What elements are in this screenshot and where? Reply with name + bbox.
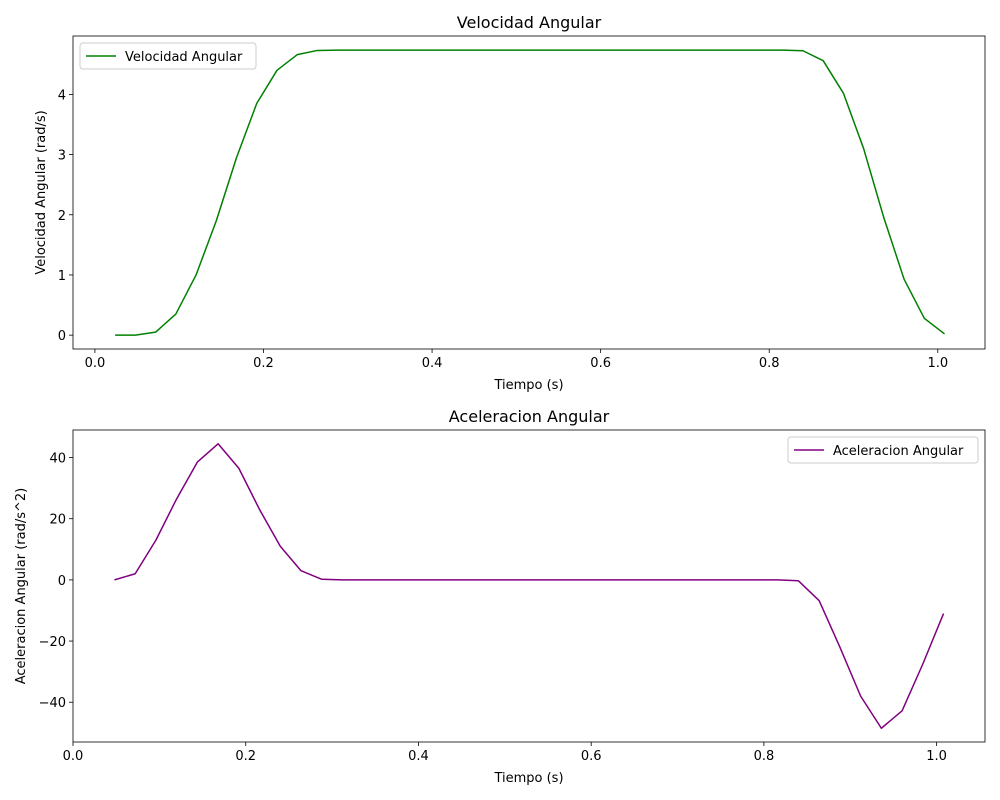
series-line-1 [114,443,945,729]
x-tick-label: 0.4 [422,356,443,371]
legend-box [787,436,979,464]
chart-title: Aceleracion Angular [449,407,610,426]
series-line-1 [115,49,945,336]
y-tick-label: 1 [58,269,66,284]
x-axis-label: Tiempo (s) [493,771,563,786]
y-tick-label: 2 [58,209,66,224]
y-tick-label: 4 [58,88,66,103]
y-tick-label: 0 [58,329,66,344]
axes-frame [72,35,986,350]
y-tick-label: −20 [39,635,66,650]
x-tick-label: 0.0 [85,356,106,371]
x-tick-label: 1.0 [927,356,948,371]
x-axis-label: Tiempo (s) [493,378,563,393]
x-tick-label: 0.6 [590,356,611,371]
chart-title: Velocidad Angular [457,13,602,32]
x-tick-label: 1.0 [926,749,947,764]
x-tick-label: 0.2 [253,356,274,371]
subplot-1: Velocidad Angular 0.0 0.2 0.4 0.6 0.8 1.0 0 1 2 3 4… [34,13,986,393]
legend-box [79,42,257,70]
x-tick-label: 0.6 [581,749,602,764]
y-tick-label: 40 [49,452,66,467]
axes-frame [72,429,986,743]
x-tick-label: 0.2 [235,749,256,764]
y-tick-label: 20 [49,513,66,528]
x-tick-label: 0.8 [754,749,775,764]
legend-entry-label: Aceleracion Angular [833,444,964,459]
subplot-2: Aceleracion Angular 0.0 0.2 0.4 0.6 0.8 1.0 −40… [14,407,986,786]
legend: Velocidad Angular [79,42,257,70]
y-tick-label: 0 [58,574,66,589]
y-axis-label: Velocidad Angular (rad/s) [34,110,49,274]
y-axis-label: Aceleracion Angular (rad/s^2) [14,488,29,685]
y-tick-label: −40 [39,696,66,711]
legend: Aceleracion Angular [787,436,979,464]
x-tick-label: 0.8 [759,356,780,371]
y-tick-label: 3 [58,149,66,164]
x-tick-label: 0.4 [408,749,429,764]
x-tick-label: 0.0 [63,749,84,764]
legend-entry-label: Velocidad Angular [125,50,243,65]
